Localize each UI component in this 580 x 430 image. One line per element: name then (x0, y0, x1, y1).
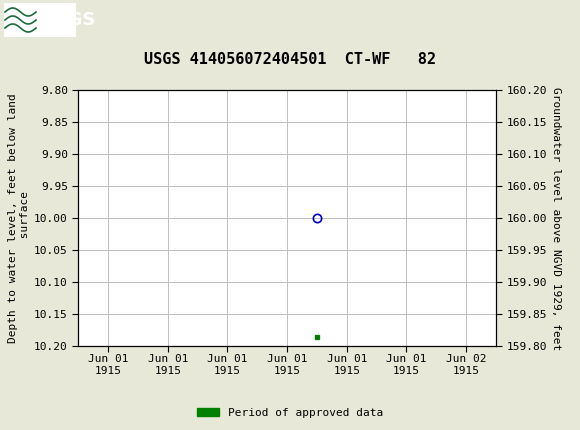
Legend: Period of approved data: Period of approved data (193, 403, 387, 422)
Text: USGS 414056072404501  CT-WF   82: USGS 414056072404501 CT-WF 82 (144, 52, 436, 67)
Text: USGS: USGS (40, 11, 95, 29)
Bar (4, 3, 76, 37)
Y-axis label: Depth to water level, feet below land
 surface: Depth to water level, feet below land su… (8, 93, 30, 343)
Y-axis label: Groundwater level above NGVD 1929, feet: Groundwater level above NGVD 1929, feet (551, 86, 561, 350)
